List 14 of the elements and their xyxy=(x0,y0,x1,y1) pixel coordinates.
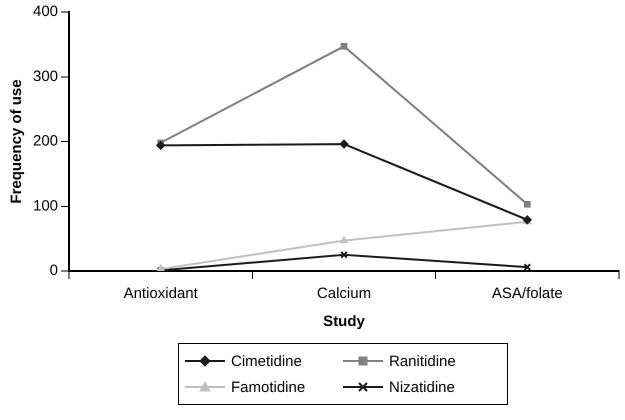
y-axis-title: Frequency of use xyxy=(8,79,26,204)
y-tick-label: 400 xyxy=(32,3,58,20)
y-tick-label: 300 xyxy=(32,68,58,85)
y-tick-label: 0 xyxy=(50,262,58,280)
legend-label: Famotidine xyxy=(231,378,306,396)
x-axis-title: Study xyxy=(323,313,366,330)
x-tick-label: ASA/folate xyxy=(492,285,563,302)
x-tick-label: Antioxidant xyxy=(124,285,199,302)
y-tick-label: 200 xyxy=(32,132,58,150)
legend-label: Nizatidine xyxy=(389,378,455,396)
y-tick-label: 100 xyxy=(32,197,58,214)
x-tick-label: Calcium xyxy=(316,285,372,302)
legend-label: Ranitidine xyxy=(389,352,456,370)
legend-label: Cimetidine xyxy=(231,352,302,370)
